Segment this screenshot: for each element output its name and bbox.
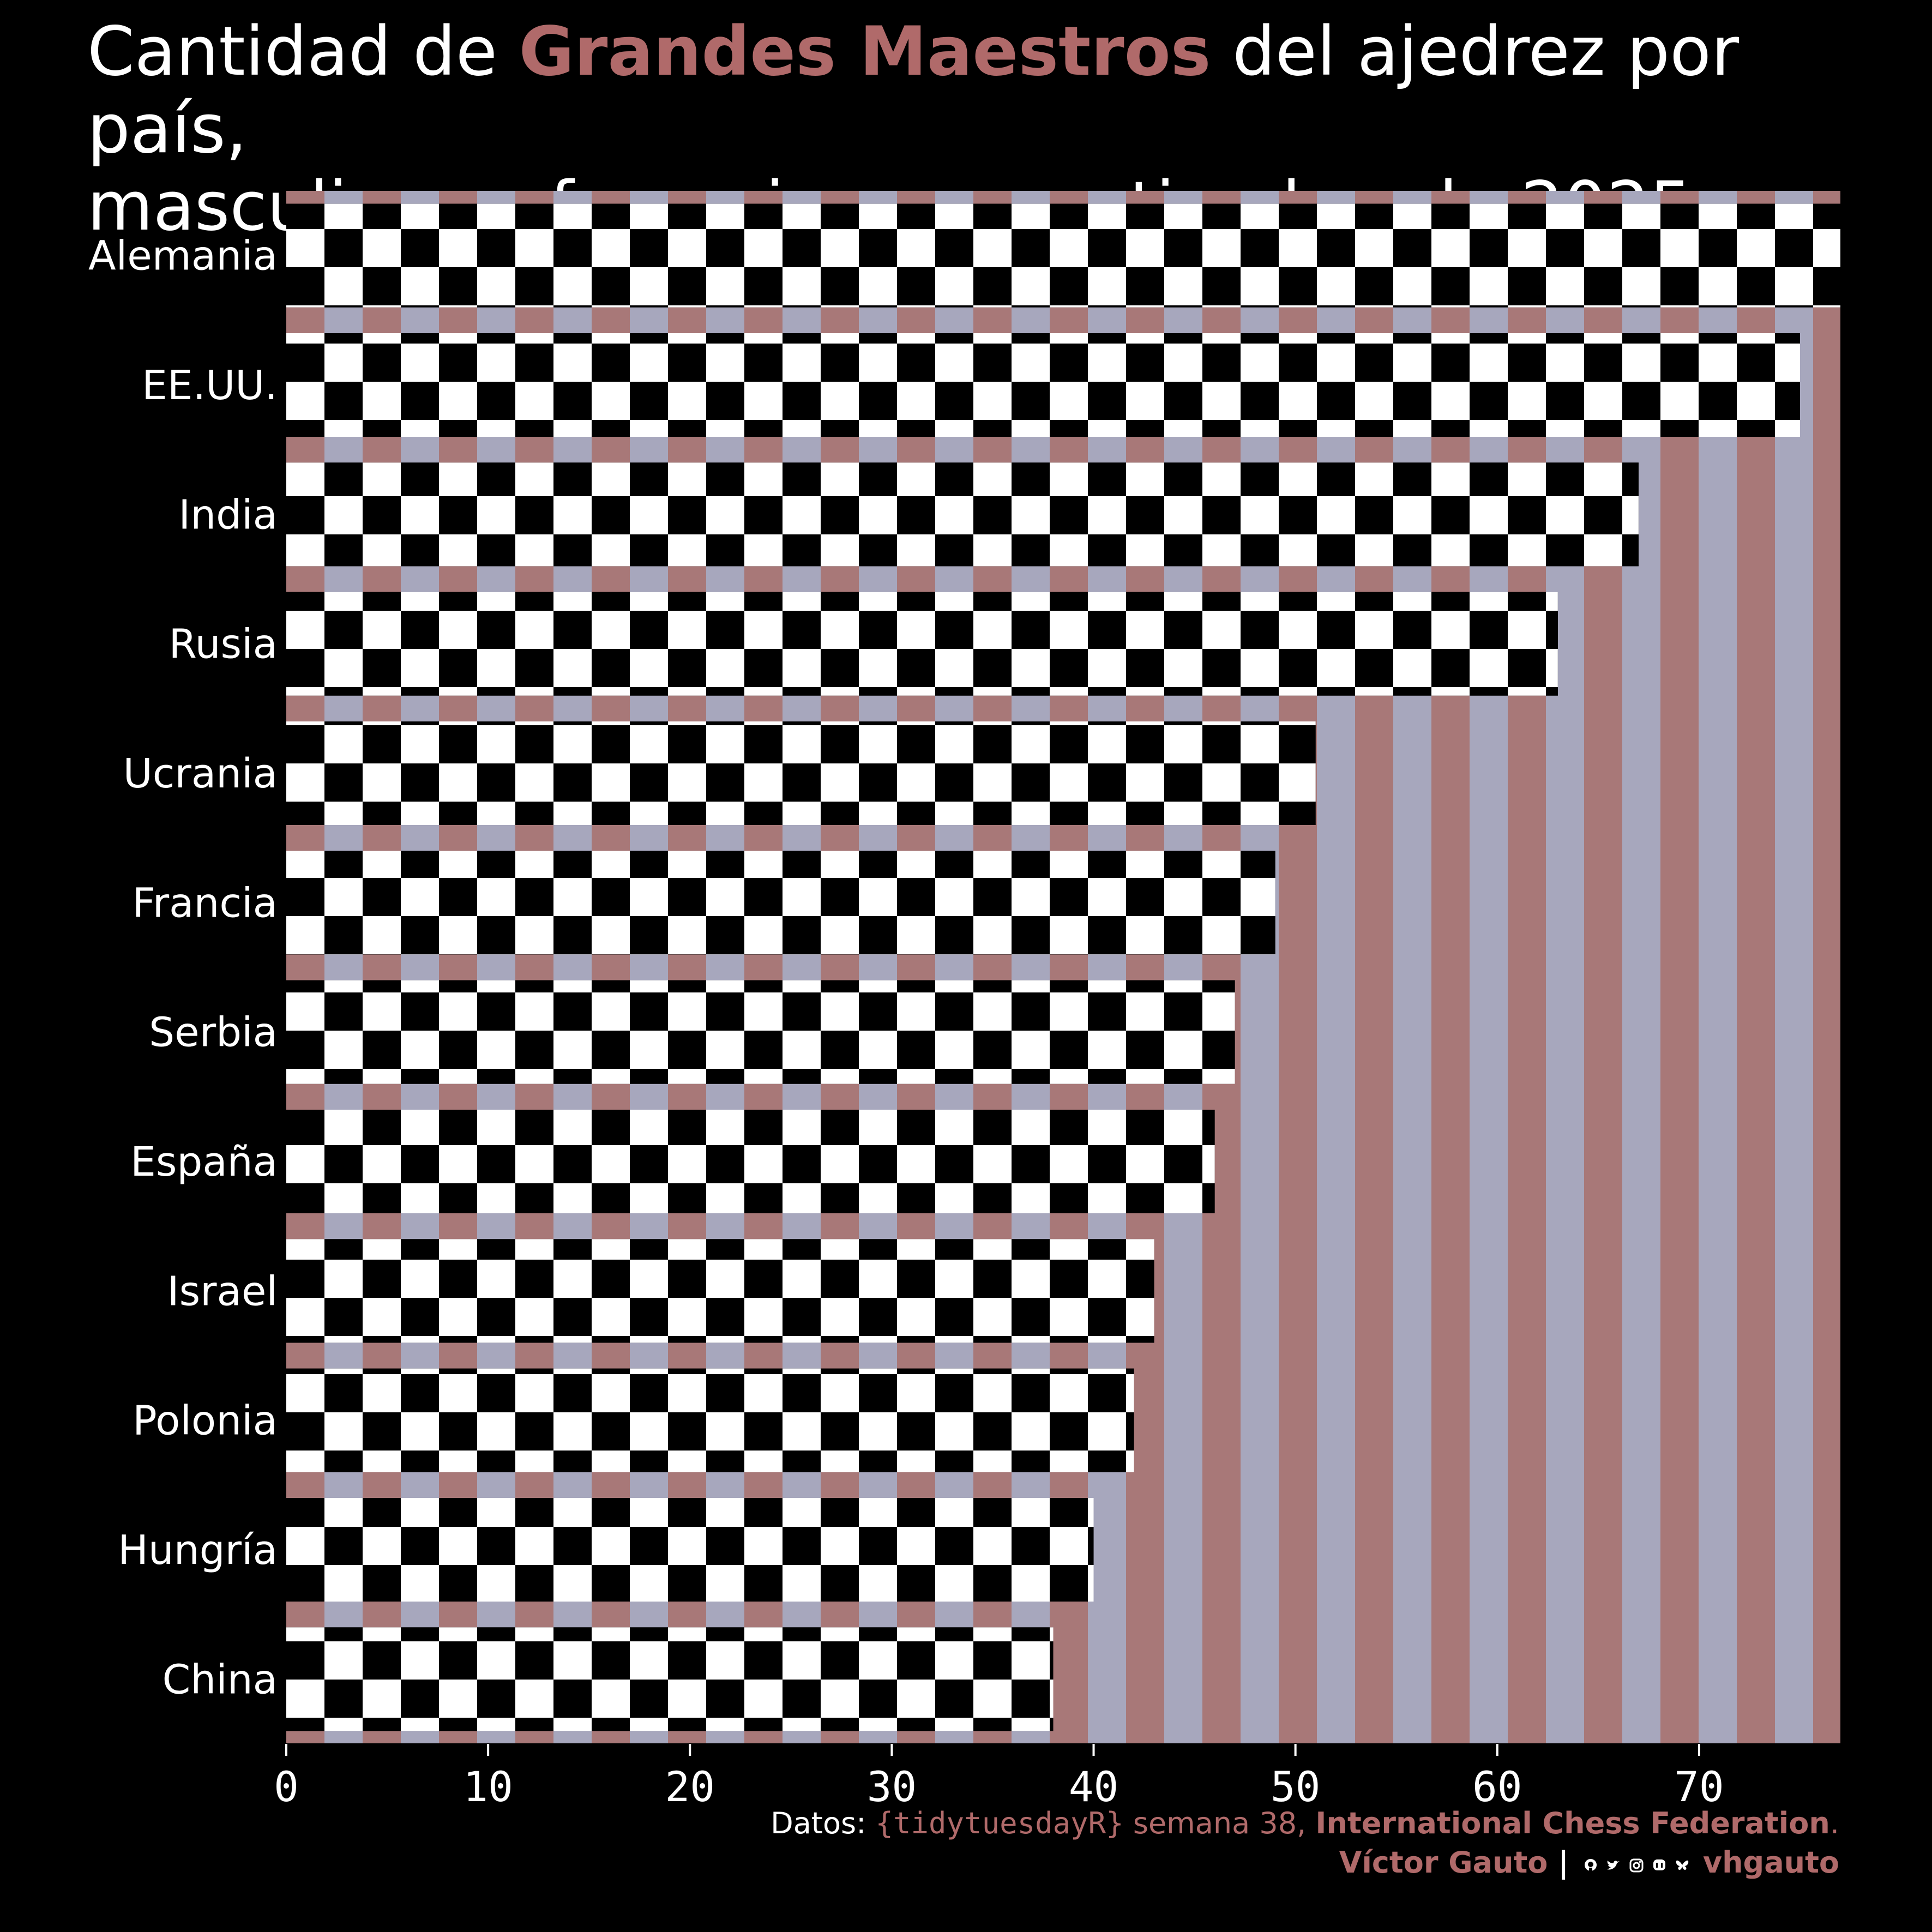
x-tick-label: 30 [867, 1762, 917, 1811]
caption-author-line: Víctor Gauto | vhgauto [771, 1843, 1839, 1882]
background-stripe [1660, 191, 1699, 1744]
background-stripe [286, 191, 324, 1744]
background-stripe [1737, 191, 1775, 1744]
background-stripe [1355, 191, 1393, 1744]
caption: Datos: {tidytuesdayR} semana 38, Interna… [771, 1804, 1839, 1882]
background-stripe [363, 191, 401, 1744]
background-stripe [1202, 191, 1241, 1744]
title-highlight: Grandes Maestros [519, 13, 1211, 91]
background-stripe [553, 191, 592, 1744]
y-axis-labels: Alemania EE.UU. India Rusia Ucrania Francia Se… [88, 233, 278, 1704]
background-stripe [821, 191, 859, 1744]
twitter-icon[interactable] [1605, 1857, 1622, 1874]
x-axis: 0 10 20 30 40 50 60 70 [274, 1743, 1840, 1811]
background-stripe [973, 191, 1012, 1744]
caption-datos-label: Datos: [771, 1806, 876, 1840]
background-stripe [1508, 191, 1546, 1744]
background-stripe [935, 191, 973, 1744]
background-stripe [515, 191, 553, 1744]
x-tick-label: 0 [274, 1762, 299, 1811]
background-stripe [1012, 191, 1050, 1744]
background-stripe [1622, 191, 1660, 1744]
bar-Polonia [286, 1368, 1134, 1472]
background-stripe [439, 191, 477, 1744]
github-icon[interactable] [1582, 1857, 1599, 1874]
caption-source-end: . [1829, 1806, 1839, 1840]
background-stripes [286, 191, 1840, 1744]
instagram-icon[interactable] [1628, 1857, 1645, 1874]
title-pre: Cantidad de [87, 13, 519, 91]
y-tick-label: Hungría [118, 1527, 278, 1574]
x-tick-label: 20 [665, 1762, 715, 1811]
y-tick-label: Ucrania [123, 750, 278, 797]
y-tick-label: Francia [133, 880, 278, 926]
x-tick-label: 50 [1271, 1762, 1321, 1811]
y-tick-label: Alemania [88, 233, 278, 280]
background-stripe [324, 191, 363, 1744]
x-tick-label: 60 [1472, 1762, 1522, 1811]
bar-Hungría [286, 1498, 1094, 1602]
background-stripe [1393, 191, 1431, 1744]
bar-Serbia [286, 980, 1235, 1084]
bar-China [286, 1627, 1054, 1731]
bar-Alemania [286, 203, 1840, 308]
bar-India [286, 462, 1639, 567]
background-stripe [1431, 191, 1470, 1744]
background-stripe [1164, 191, 1202, 1744]
mastodon-icon[interactable] [1651, 1857, 1668, 1874]
title-post: del ajedrez por país, [87, 13, 1739, 168]
bar-Rusia [286, 592, 1558, 696]
bluesky-icon[interactable] [1674, 1857, 1690, 1874]
caption-source-package: {tidytuesdayR} [875, 1806, 1124, 1840]
background-stripe [1584, 191, 1622, 1744]
caption-source-line: Datos: {tidytuesdayR} semana 38, Interna… [771, 1804, 1839, 1843]
background-stripe [592, 191, 630, 1744]
y-tick-label: España [130, 1139, 278, 1185]
bar-Israel [286, 1239, 1154, 1343]
y-tick-label: Israel [167, 1268, 278, 1315]
background-stripe [668, 191, 706, 1744]
y-tick-label: Polonia [133, 1398, 278, 1445]
bar-España [286, 1110, 1215, 1213]
background-stripe [1279, 191, 1317, 1744]
background-stripe [630, 191, 668, 1744]
background-stripe [1775, 191, 1813, 1744]
background-stripe [1813, 191, 1840, 1744]
background-stripe [1546, 191, 1584, 1744]
bar-EE.UU. [286, 333, 1800, 437]
background-stripe [897, 191, 935, 1744]
y-tick-label: China [162, 1656, 278, 1703]
background-stripe [401, 191, 439, 1744]
background-stripe [1317, 191, 1355, 1744]
background-stripe [477, 191, 515, 1744]
background-stripe [783, 191, 821, 1744]
background-stripe [1126, 191, 1164, 1744]
caption-handle: vhgauto [1702, 1845, 1839, 1880]
background-stripe [859, 191, 897, 1744]
caption-author: Víctor Gauto [1339, 1845, 1548, 1880]
background-stripe [1470, 191, 1508, 1744]
background-stripe [1088, 191, 1126, 1744]
background-stripe [706, 191, 744, 1744]
y-tick-label: Rusia [169, 621, 278, 668]
caption-source-week: semana 38, [1123, 1806, 1316, 1840]
caption-source-org: International Chess Federation [1315, 1806, 1830, 1840]
bar-Ucrania [286, 721, 1316, 825]
bar-Francia [286, 851, 1275, 955]
x-tick-label: 10 [463, 1762, 513, 1811]
background-stripe [1699, 191, 1737, 1744]
x-tick-label: 70 [1674, 1762, 1724, 1811]
x-tick-label: 40 [1069, 1762, 1119, 1811]
background-stripe [1241, 191, 1279, 1744]
y-tick-label: Serbia [149, 1009, 278, 1056]
caption-separator: | [1548, 1845, 1579, 1880]
y-tick-label: India [178, 491, 278, 538]
background-stripe [1050, 191, 1088, 1744]
background-stripe [744, 191, 783, 1744]
y-tick-label: EE.UU. [142, 362, 278, 409]
bars [286, 203, 1840, 1731]
